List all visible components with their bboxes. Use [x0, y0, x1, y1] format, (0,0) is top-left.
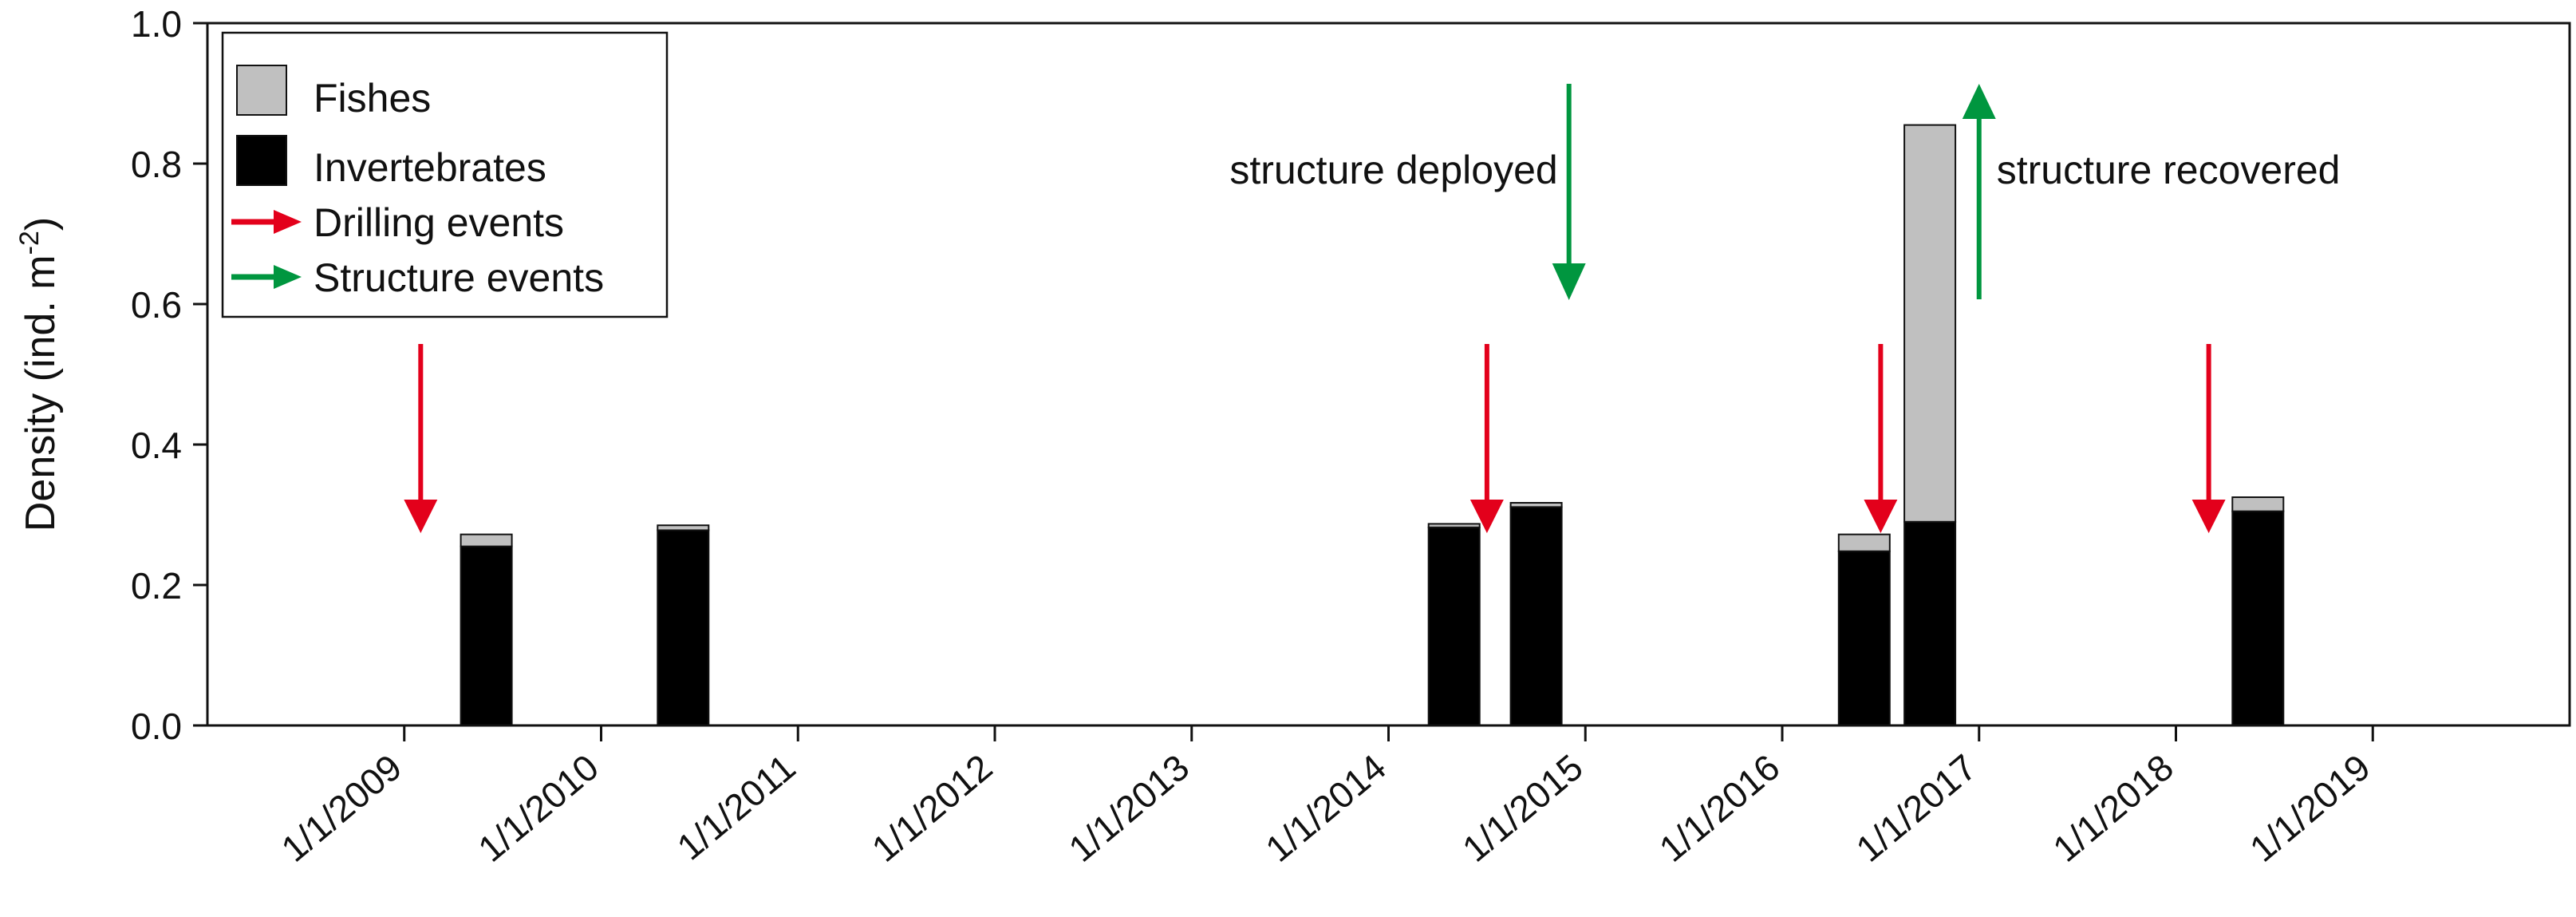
- x-tick-label-3: 1/1/2012: [864, 746, 1000, 870]
- bar-fishes-4: [1837, 533, 1891, 552]
- y-axis-label-main: Density (ind. m: [18, 255, 64, 532]
- bar-fishes-3: [1509, 502, 1563, 508]
- drilling-event-arrow-0: [404, 344, 438, 533]
- bar-invertebrates-3: [1509, 506, 1563, 726]
- x-tick-label-4: 1/1/2013: [1061, 746, 1197, 870]
- bar-fishes-0: [460, 533, 513, 547]
- legend: Fishes Invertebrates Drilling events Str…: [221, 31, 669, 318]
- bar-invertebrates-6: [2231, 510, 2285, 726]
- legend-label-invertebrates: Invertebrates: [314, 145, 546, 190]
- bar-invertebrates-0: [460, 545, 513, 726]
- structure-event-label-1: structure recovered: [1997, 148, 2341, 192]
- legend-arrow-green-icon: [231, 265, 302, 289]
- x-tick-label-0: 1/1/2009: [274, 746, 410, 870]
- y-tick-label-1: 0.2: [131, 565, 182, 607]
- drilling-event-arrow-1: [1469, 344, 1504, 533]
- drilling-arrow-head-2: [1864, 500, 1898, 533]
- structure-event-label-0: structure deployed: [1229, 148, 1557, 192]
- x-tick-label-7: 1/1/2016: [1651, 746, 1788, 870]
- y-tick-label-0: 0.0: [131, 706, 182, 747]
- bar-invertebrates-1: [657, 529, 710, 727]
- x-tick-label-5: 1/1/2014: [1257, 746, 1394, 870]
- bars-layer: [460, 124, 2285, 727]
- y-axis-label-tail: ): [18, 217, 64, 231]
- drilling-arrow-head-0: [404, 500, 438, 533]
- legend-swatch-fishes: [236, 65, 287, 116]
- x-tick-label-6: 1/1/2015: [1454, 746, 1591, 870]
- structure-event-arrow-1: structure recovered: [1962, 84, 2341, 299]
- bar-invertebrates-4: [1837, 550, 1891, 726]
- y-tick-label-4: 0.8: [131, 144, 182, 185]
- legend-label-fishes: Fishes: [314, 76, 431, 121]
- y-tick-label-3: 0.6: [131, 284, 182, 326]
- x-tick-label-10: 1/1/2019: [2242, 746, 2378, 870]
- bar-fishes-5: [1903, 124, 1957, 523]
- y-tick-label-2: 0.4: [131, 425, 182, 466]
- structure-arrow-head-0: [1552, 263, 1586, 300]
- bar-invertebrates-2: [1427, 526, 1481, 726]
- bar-fishes-2: [1427, 523, 1481, 528]
- event-arrows-layer: structure deployed structure recovered: [404, 84, 2341, 533]
- legend-swatch-invertebrates: [236, 135, 287, 186]
- drilling-event-arrow-3: [2191, 344, 2226, 533]
- drilling-event-arrow-2: [1864, 344, 1898, 533]
- drilling-arrow-head-3: [2191, 500, 2226, 533]
- legend-label-drilling: Drilling events: [314, 200, 564, 245]
- bar-fishes-6: [2231, 496, 2285, 512]
- bar-invertebrates-5: [1903, 520, 1957, 726]
- y-axis-label-sup: -2: [14, 231, 45, 255]
- x-tick-label-9: 1/1/2018: [2045, 746, 2181, 870]
- y-axis-label: Density (ind. m-2): [14, 217, 64, 532]
- x-tick-label-1: 1/1/2010: [470, 746, 606, 870]
- x-tick-label-8: 1/1/2017: [1848, 746, 1985, 870]
- x-tick-label-2: 1/1/2011: [669, 746, 803, 868]
- bar-fishes-1: [657, 524, 710, 532]
- legend-label-structure: Structure events: [314, 255, 604, 300]
- drilling-arrow-head-1: [1469, 500, 1504, 533]
- structure-arrow-head-1: [1962, 84, 1996, 119]
- structure-event-arrow-0: structure deployed: [1229, 84, 1586, 300]
- legend-arrow-red-icon: [231, 210, 302, 234]
- y-tick-label-5: 1.0: [131, 3, 182, 45]
- legend-box: [221, 31, 669, 318]
